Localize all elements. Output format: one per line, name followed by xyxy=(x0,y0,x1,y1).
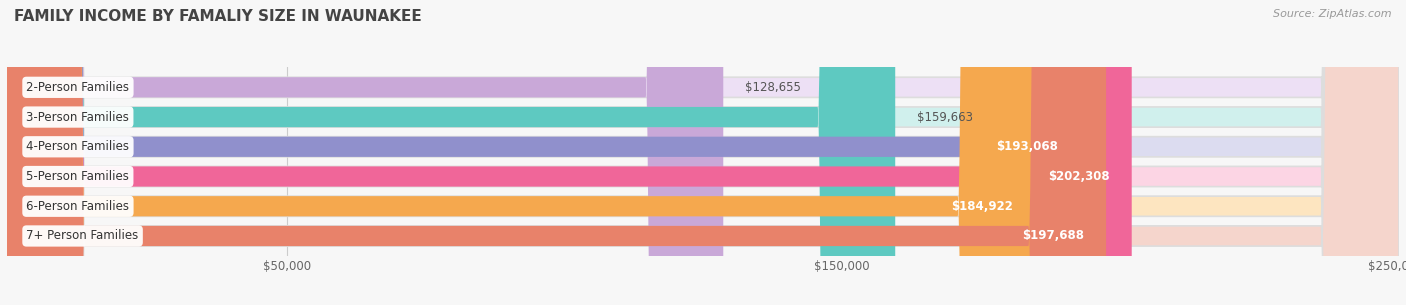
Text: 4-Person Families: 4-Person Families xyxy=(27,140,129,153)
FancyBboxPatch shape xyxy=(7,0,1080,305)
Text: 3-Person Families: 3-Person Families xyxy=(27,110,129,124)
Text: 2-Person Families: 2-Person Families xyxy=(27,81,129,94)
Text: 6-Person Families: 6-Person Families xyxy=(27,200,129,213)
FancyBboxPatch shape xyxy=(7,0,896,305)
FancyBboxPatch shape xyxy=(7,0,1399,305)
FancyBboxPatch shape xyxy=(7,0,1132,305)
Text: $202,308: $202,308 xyxy=(1047,170,1109,183)
FancyBboxPatch shape xyxy=(7,0,1399,305)
Text: $184,922: $184,922 xyxy=(952,200,1014,213)
FancyBboxPatch shape xyxy=(7,0,1399,305)
FancyBboxPatch shape xyxy=(7,0,1399,305)
Text: $128,655: $128,655 xyxy=(745,81,801,94)
Text: $159,663: $159,663 xyxy=(917,110,973,124)
FancyBboxPatch shape xyxy=(7,0,723,305)
Text: Source: ZipAtlas.com: Source: ZipAtlas.com xyxy=(1274,9,1392,19)
Text: 7+ Person Families: 7+ Person Families xyxy=(27,229,139,242)
FancyBboxPatch shape xyxy=(7,0,1107,305)
FancyBboxPatch shape xyxy=(7,0,1399,305)
FancyBboxPatch shape xyxy=(7,0,1399,305)
Text: FAMILY INCOME BY FAMALIY SIZE IN WAUNAKEE: FAMILY INCOME BY FAMALIY SIZE IN WAUNAKE… xyxy=(14,9,422,24)
FancyBboxPatch shape xyxy=(7,0,1035,305)
Text: $193,068: $193,068 xyxy=(997,140,1059,153)
Text: 5-Person Families: 5-Person Families xyxy=(27,170,129,183)
Text: $197,688: $197,688 xyxy=(1022,229,1084,242)
